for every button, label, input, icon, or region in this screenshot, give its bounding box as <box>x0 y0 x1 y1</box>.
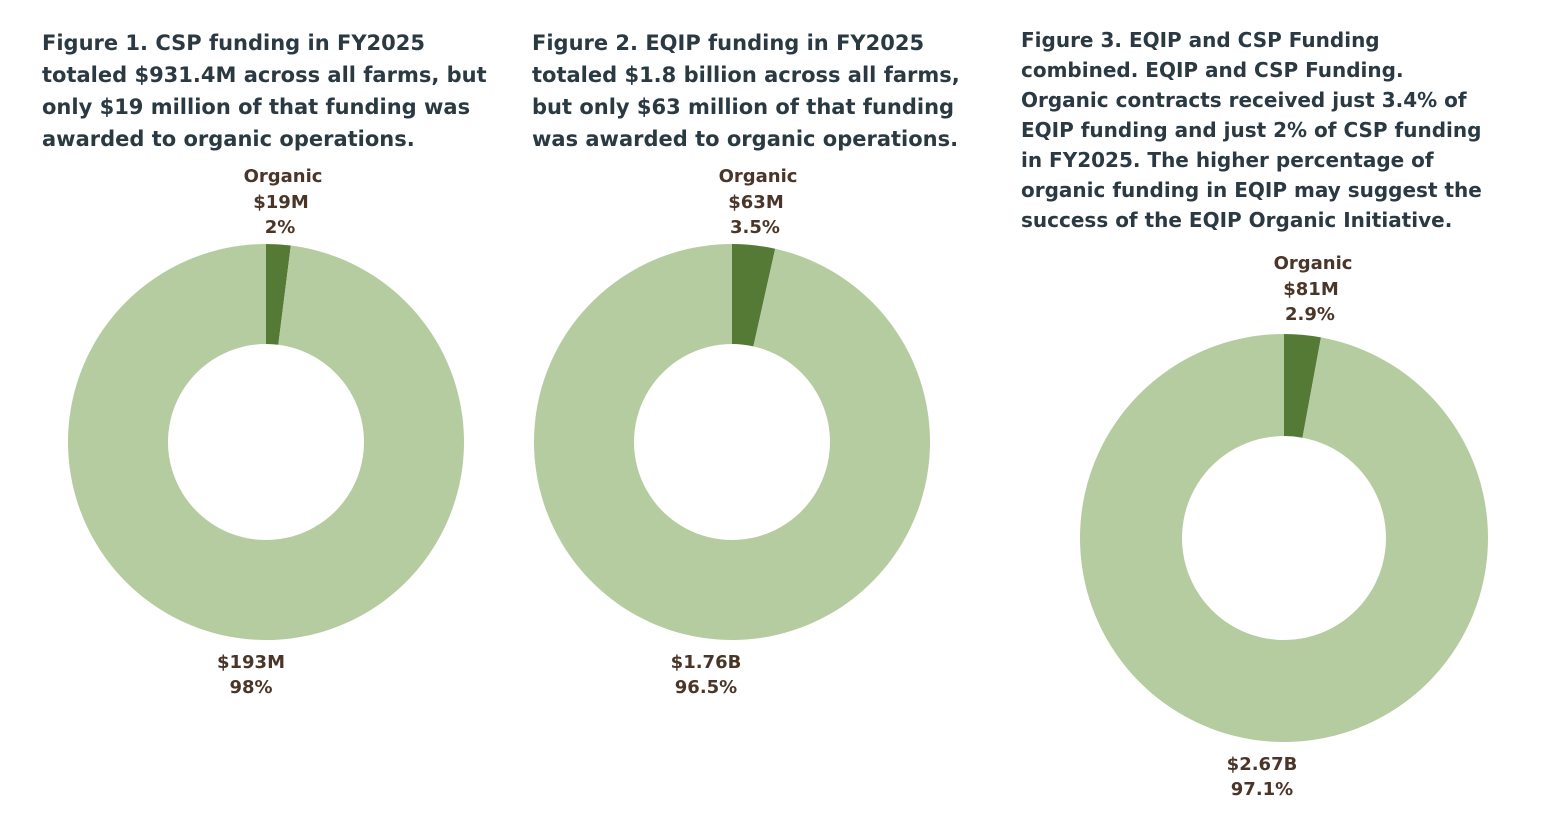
organic-label: Organic <box>719 166 798 187</box>
other-amount-label: $2.67B <box>1227 754 1298 775</box>
figure-3-title-line: success of the EQIP Organic Initiative. <box>1021 208 1453 232</box>
organic-slice <box>266 244 291 345</box>
figure-3-title-line: Figure 3. EQIP and CSP Funding <box>1021 28 1380 52</box>
other-slice <box>68 244 465 640</box>
donut-chart-2: Organic $63M 3.5% $1.76B 96.5% <box>534 166 930 698</box>
organic-percent-label: 2.9% <box>1285 304 1335 325</box>
other-slice <box>1080 334 1489 742</box>
figure-1: Figure 1. CSP funding in FY2025 totaled … <box>0 0 510 840</box>
other-percent-label: 97.1% <box>1231 779 1293 800</box>
organic-amount-label: $19M <box>253 192 309 213</box>
organic-label: Organic <box>1274 253 1353 274</box>
figure-2-title-line: was awarded to organic operations. <box>532 127 959 151</box>
figure-3-title: Figure 3. EQIP and CSP Funding combined.… <box>1021 25 1482 235</box>
other-slice <box>534 244 930 640</box>
figure-1-title-line: only $19 million of that funding was <box>42 95 471 119</box>
figure-3-title-line: Organic contracts received just 3.4% of <box>1021 88 1467 112</box>
other-percent-label: 96.5% <box>675 677 737 698</box>
organic-label: Organic <box>244 166 323 187</box>
figure-3-title-line: in FY2025. The higher percentage of <box>1021 148 1434 172</box>
figure-3-title-line: EQIP funding and just 2% of CSP funding <box>1021 118 1482 142</box>
figure-1-title-line: Figure 1. CSP funding in FY2025 <box>42 31 425 55</box>
figure-2-title-line: but only $63 million of that funding <box>532 95 955 119</box>
organic-amount-label: $63M <box>728 192 784 213</box>
organic-amount-label: $81M <box>1283 279 1339 300</box>
figure-2-title-line: Figure 2. EQIP funding in FY2025 <box>532 31 925 55</box>
donut-chart-1: Organic $19M 2% $193M 98% <box>68 166 465 698</box>
figure-1-title-line: awarded to organic operations. <box>42 127 415 151</box>
figure-3-title-line: organic funding in EQIP may suggest the <box>1021 178 1482 202</box>
organic-slice <box>732 244 776 347</box>
figure-1-title: Figure 1. CSP funding in FY2025 totaled … <box>42 27 487 155</box>
organic-slice <box>1284 334 1321 438</box>
other-amount-label: $1.76B <box>671 652 742 673</box>
figure-2-title-line: totaled $1.8 billion across all farms, <box>532 63 960 87</box>
organic-percent-label: 2% <box>265 217 296 238</box>
other-percent-label: 98% <box>229 677 272 698</box>
figure-1-title-line: totaled $931.4M across all farms, but <box>42 63 487 87</box>
figure-2: Figure 2. EQIP funding in FY2025 totaled… <box>532 27 960 698</box>
figure-3-title-line: combined. EQIP and CSP Funding. <box>1021 58 1404 82</box>
organic-percent-label: 3.5% <box>730 217 780 238</box>
other-amount-label: $193M <box>217 652 285 673</box>
figure-2-title: Figure 2. EQIP funding in FY2025 totaled… <box>532 27 960 155</box>
